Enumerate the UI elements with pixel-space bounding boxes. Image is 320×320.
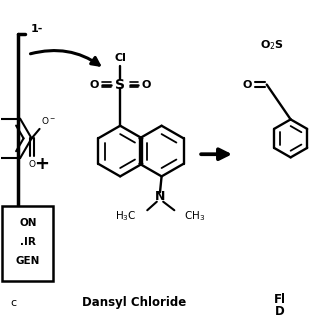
Text: c: c [10, 298, 17, 308]
Text: O$^-$: O$^-$ [41, 116, 56, 126]
Text: O$_2$S: O$_2$S [260, 38, 284, 52]
Text: +: + [35, 155, 50, 173]
Text: H$_3$C: H$_3$C [115, 210, 136, 223]
Text: O: O [243, 80, 252, 90]
Text: O: O [142, 80, 151, 90]
Text: S: S [115, 77, 125, 92]
Text: D: D [275, 305, 284, 318]
Text: .IR: .IR [20, 237, 36, 247]
Text: Fl: Fl [274, 293, 285, 306]
FancyBboxPatch shape [2, 206, 53, 281]
Text: Dansyl Chloride: Dansyl Chloride [82, 297, 187, 309]
Text: GEN: GEN [16, 256, 40, 266]
Text: O: O [28, 160, 35, 169]
Text: 1-: 1- [31, 24, 43, 34]
Text: N: N [155, 190, 165, 204]
Text: ON: ON [19, 218, 36, 228]
Text: O: O [89, 80, 99, 90]
Text: Cl: Cl [114, 53, 126, 63]
Text: CH$_3$: CH$_3$ [184, 210, 205, 223]
